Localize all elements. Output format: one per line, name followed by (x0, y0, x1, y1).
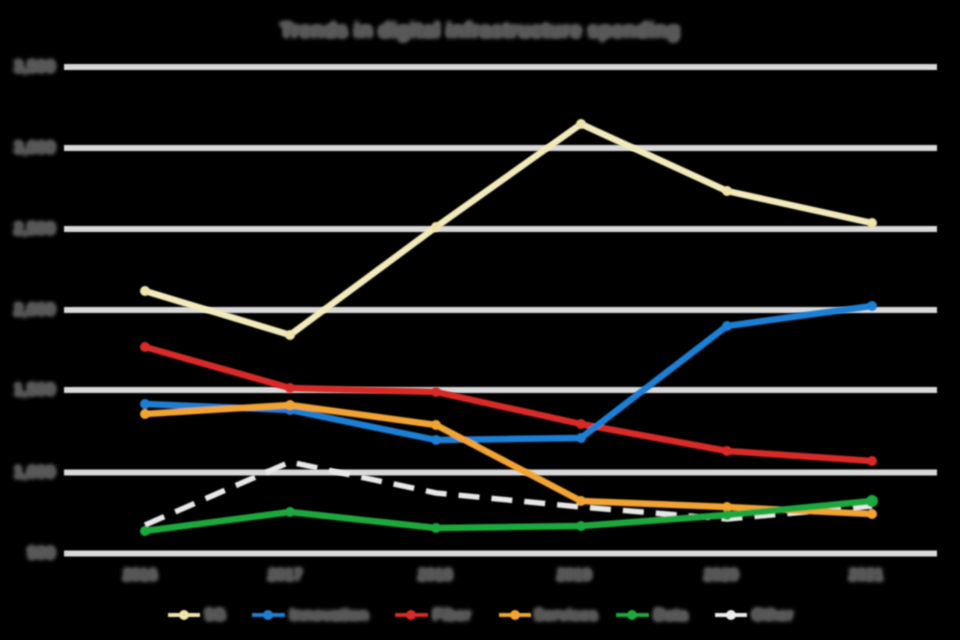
svg-text:Fiber: Fiber (433, 607, 471, 624)
svg-text:2017: 2017 (268, 567, 302, 584)
svg-text:Data: Data (654, 607, 688, 624)
svg-text:Services: Services (534, 607, 598, 624)
svg-text:2,500: 2,500 (14, 220, 55, 238)
svg-text:1,500: 1,500 (14, 381, 55, 399)
svg-text:3,500: 3,500 (14, 58, 55, 76)
svg-text:2,000: 2,000 (14, 301, 55, 319)
svg-text:2021: 2021 (849, 567, 884, 584)
svg-text:2019: 2019 (557, 567, 592, 584)
svg-text:2016: 2016 (123, 567, 158, 584)
svg-text:Trends in digital infrastructu: Trends in digital infrastructure spendin… (280, 20, 680, 42)
svg-text:1,000: 1,000 (14, 464, 55, 482)
svg-text:500: 500 (27, 545, 55, 563)
svg-text:3,000: 3,000 (14, 139, 55, 157)
svg-text:2020: 2020 (704, 567, 738, 584)
svg-text:Innovation: Innovation (290, 607, 368, 624)
svg-text:Other: Other (752, 607, 793, 624)
svg-text:5G: 5G (205, 607, 226, 624)
svg-text:2018: 2018 (418, 567, 453, 584)
